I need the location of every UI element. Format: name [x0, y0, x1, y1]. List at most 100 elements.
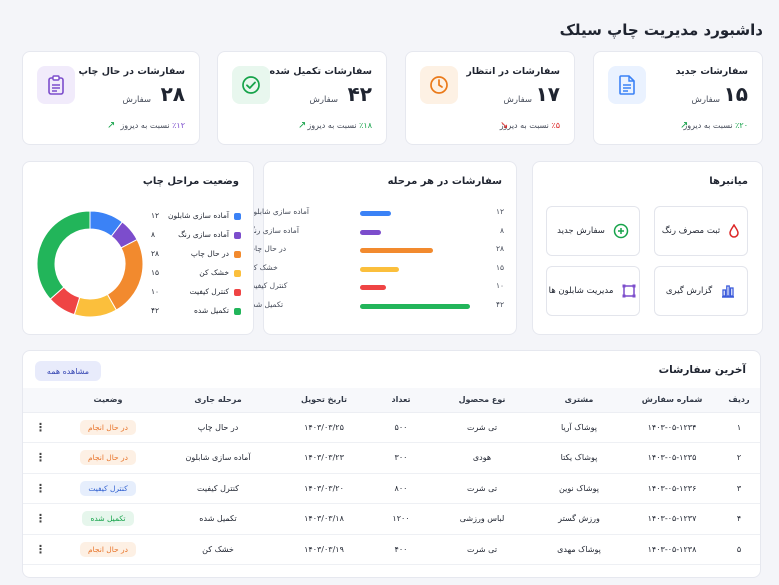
- stat-value: ۲۸: [160, 82, 185, 106]
- legend-label: در حال چاپ: [190, 249, 229, 258]
- cell-product: لباس ورزشی: [432, 503, 532, 535]
- print-status-chart: وضعیت مراحل چاپ آماده سازی شابلون ۱۲ آماده…: [22, 161, 254, 335]
- cell-index: ۱: [718, 412, 760, 443]
- table-row[interactable]: ۱ ۱۴۰۳-۰۵-۱۲۳۴ پوشاک آریا تی شرت ۵۰۰ ۱۴۰۳/۰۳/…: [23, 412, 760, 443]
- stencil-management-button[interactable]: مدیریت شابلون ها: [546, 266, 640, 316]
- cell-delivery-date: ۱۴۰۳/۰۳/۲۵: [278, 412, 370, 443]
- ink-usage-button[interactable]: ثبت مصرف رنگ: [654, 206, 748, 256]
- stat-card-printing: سفارشات در حال چاپ ۲۸ سفارش ٪۱۲ نسبت به …: [22, 51, 200, 145]
- legend-value: ۸: [151, 230, 156, 239]
- stat-label: سفارشات در انتظار: [466, 66, 560, 77]
- bar-value-label: ۴۲: [495, 300, 504, 309]
- stat-value: ۱۵: [723, 82, 748, 106]
- bar: [360, 266, 400, 272]
- arrow-up-icon: ↗: [298, 120, 307, 131]
- bar: [360, 248, 434, 254]
- legend-item: تکمیل شده ۴۲: [151, 305, 241, 317]
- new-order-button[interactable]: سفارش جدید: [546, 206, 640, 256]
- cell-status: در حال انجام: [58, 534, 158, 565]
- stat-change: ٪۵ نسبت به دیروز: [499, 121, 560, 130]
- legend-item: کنترل کیفیت ۱۰: [151, 286, 241, 298]
- legend-label: تکمیل شده: [193, 306, 229, 315]
- cell-index: ۲: [718, 442, 760, 474]
- table-row[interactable]: ۳ ۱۴۰۳-۰۵-۱۲۳۶ پوشاک نوین تی شرت ۸۰۰ ۱۴۰۳/۰۳/…: [23, 473, 760, 504]
- table-row[interactable]: ۵ ۱۴۰۳-۰۵-۱۲۳۸ پوشاک مهدی تی شرت ۴۰۰ ۱۴۰۳/۰۳/…: [23, 534, 760, 565]
- frame-icon: [622, 284, 636, 298]
- cell-actions: ⋮: [23, 473, 58, 504]
- more-options-icon[interactable]: ⋮: [35, 451, 46, 465]
- status-badge: کنترل کیفیت: [80, 480, 136, 496]
- cell-actions: ⋮: [23, 442, 58, 474]
- shortcut-label: سفارش جدید: [557, 226, 605, 236]
- bar-value-label: ۲۸: [495, 244, 504, 254]
- col-header: تاریخ تحویل: [278, 388, 370, 413]
- legend-swatch: [234, 251, 241, 258]
- bar-track: [360, 211, 470, 216]
- donut-legend: آماده سازی شابلون ۱۲ آماده سازی رنگ ۸ در حال…: [143, 210, 253, 315]
- stat-unit: سفارش: [122, 95, 152, 105]
- bar-track: [360, 266, 470, 272]
- bar-track: [360, 304, 470, 309]
- legend-value: ۱۵: [151, 268, 160, 277]
- legend-swatch: [234, 289, 241, 296]
- bar-category-label: آماده سازی رنگ: [248, 225, 299, 235]
- legend-value: ۱۲: [151, 211, 160, 220]
- more-options-icon[interactable]: ⋮: [35, 512, 46, 526]
- bar-row: خشک کن ۱۵: [248, 262, 516, 276]
- stat-label: سفارشات تکمیل شده: [269, 66, 372, 77]
- bar: [360, 285, 387, 291]
- legend-label: آماده سازی رنگ: [178, 230, 229, 239]
- orders-table: ردیف شماره سفارش مشتری نوع محصول تعداد ت…: [23, 388, 760, 565]
- table-row[interactable]: ۲ ۱۴۰۳-۰۵-۱۲۳۵ پوشاک یکتا هودی ۳۰۰ ۱۴۰۳/۰۳/۲۳…: [23, 442, 760, 474]
- more-options-icon[interactable]: ⋮: [35, 481, 46, 495]
- legend-swatch: [234, 232, 241, 239]
- shortcut-label: مدیریت شابلون ها: [548, 286, 614, 296]
- cell-order-number: ۱۴۰۳-۰۵-۱۲۳۸: [626, 534, 718, 565]
- bar-category-label: خشک کن: [248, 262, 278, 272]
- legend-item: آماده سازی رنگ ۸: [151, 229, 241, 241]
- bar-category-label: آماده سازی شابلون: [248, 207, 310, 216]
- more-options-icon[interactable]: ⋮: [35, 420, 46, 434]
- bar: [360, 304, 470, 309]
- bar-row: کنترل کیفیت ۱۰: [248, 280, 516, 294]
- cell-stage: تکمیل شده: [158, 503, 278, 535]
- more-options-icon[interactable]: ⋮: [35, 542, 46, 556]
- arrow-down-icon: ↘: [500, 120, 509, 131]
- table-row[interactable]: ۴ ۱۴۰۳-۰۵-۱۲۳۷ ورزش گستر لباس ورزشی ۱۲۰۰ ۱۴۰۳…: [23, 503, 760, 535]
- bar-category-label: کنترل کیفیت: [248, 281, 288, 291]
- status-badge: در حال انجام: [79, 450, 137, 466]
- col-header: ردیف: [718, 388, 760, 413]
- cell-status: تکمیل شده: [58, 503, 158, 535]
- bar-value-label: ۸: [499, 225, 504, 235]
- cell-actions: ⋮: [23, 412, 58, 443]
- cell-customer: پوشاک مهدی: [532, 534, 626, 565]
- legend-item: آماده سازی شابلون ۱۲: [151, 210, 241, 222]
- cell-delivery-date: ۱۴۰۳/۰۳/۱۸: [278, 503, 370, 535]
- cell-delivery-date: ۱۴۰۳/۰۳/۲۳: [278, 442, 370, 474]
- stat-change: ٪۱۲ نسبت به دیروز: [120, 121, 185, 130]
- donut-slice: [106, 238, 144, 311]
- legend-swatch: [234, 308, 241, 315]
- cell-product: تی شرت: [432, 534, 532, 565]
- bar: [360, 229, 381, 235]
- reports-button[interactable]: گزارش گیری: [654, 266, 748, 316]
- stat-unit: سفارش: [503, 95, 533, 105]
- bar-value-label: ۱۲: [495, 207, 504, 216]
- bar-track: [360, 229, 470, 235]
- col-header: مرحله جاری: [158, 388, 278, 413]
- cell-status: در حال انجام: [58, 412, 158, 443]
- cell-stage: خشک کن: [158, 534, 278, 565]
- stat-card-pending: سفارشات در انتظار ۱۷ سفارش ٪۵ نسبت به دی…: [405, 51, 575, 145]
- status-badge: تکمیل شده: [82, 511, 134, 527]
- view-all-button[interactable]: مشاهده همه: [35, 361, 101, 381]
- legend-label: خشک کن: [199, 268, 229, 277]
- donut-chart: [36, 210, 144, 318]
- status-badge: در حال انجام: [79, 419, 137, 435]
- table-header-row: ردیف شماره سفارش مشتری نوع محصول تعداد ت…: [23, 388, 760, 413]
- shortcut-label: گزارش گیری: [665, 286, 713, 296]
- cell-product: تی شرت: [432, 473, 532, 504]
- donut-chart-title: وضعیت مراحل چاپ: [142, 176, 239, 187]
- cell-customer: پوشاک آریا: [532, 412, 626, 443]
- bar: [360, 211, 392, 216]
- stat-unit: سفارش: [691, 95, 721, 105]
